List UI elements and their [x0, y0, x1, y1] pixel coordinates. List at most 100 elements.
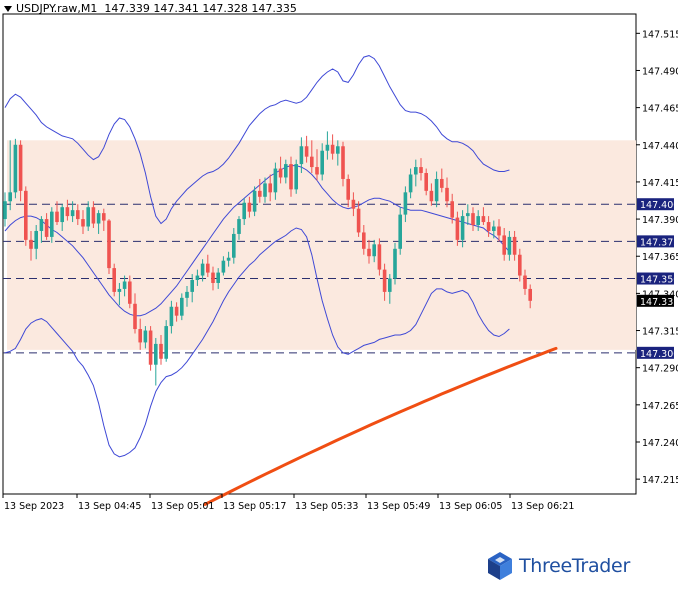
time-tick-label: 13 Sep 04:45	[78, 501, 141, 512]
level-price-tag	[637, 198, 674, 211]
price-tick-label: 147.515	[642, 29, 678, 40]
candle-body	[304, 146, 309, 157]
candle-body	[367, 248, 371, 257]
candle-body	[512, 236, 517, 255]
time-tick-label: 13 Sep 05:01	[151, 501, 214, 512]
candle-body	[18, 144, 23, 191]
candle-body	[180, 297, 184, 316]
level-price-tag-label: 147.375	[640, 237, 678, 248]
candle-body	[128, 281, 132, 304]
candle-body	[284, 164, 288, 178]
candle-body	[174, 306, 179, 316]
candle-body	[362, 232, 366, 249]
candle-body	[102, 213, 106, 221]
candle-body	[393, 248, 397, 279]
price-tick-label: 147.390	[642, 215, 678, 226]
price-tick-label: 147.415	[642, 178, 678, 189]
level-price-tag-label: 147.300	[640, 349, 678, 360]
candle-body	[138, 329, 142, 343]
bollinger-middle-line	[4, 165, 510, 317]
candle-body	[299, 146, 304, 165]
candle-body	[278, 168, 283, 178]
candle-body	[403, 192, 408, 215]
candle-body	[247, 202, 252, 212]
candle-body	[86, 207, 90, 227]
level-price-tag	[637, 346, 674, 359]
candle-body	[372, 244, 376, 257]
candle-body	[96, 213, 101, 224]
price-tick-label: 147.215	[642, 475, 678, 486]
candle-body	[200, 263, 205, 276]
candle-body	[13, 144, 18, 193]
price-tick-label: 147.490	[642, 66, 678, 77]
candle-body	[315, 167, 319, 175]
candle-body	[226, 257, 231, 261]
candle-body	[356, 208, 361, 233]
candle-body	[528, 288, 532, 301]
candle-body	[325, 144, 330, 151]
candle-body	[424, 173, 428, 191]
dropdown-triangle-icon[interactable]	[4, 6, 12, 12]
candle-body	[414, 167, 418, 175]
candle-body	[216, 272, 220, 283]
candle-body	[419, 167, 423, 174]
candle-body	[232, 233, 236, 258]
candle-body	[133, 303, 137, 330]
candle-body	[294, 164, 298, 190]
price-tick-label: 147.315	[642, 327, 678, 338]
candle-body	[336, 146, 340, 154]
candle-body	[429, 190, 434, 202]
candle-body	[471, 213, 475, 226]
candle-body	[237, 219, 241, 234]
candle-body	[486, 222, 491, 231]
candle-body	[346, 178, 350, 200]
candle-body	[154, 343, 158, 365]
candle-body	[523, 275, 527, 289]
candle-body	[195, 275, 200, 281]
candle-body	[492, 226, 496, 231]
time-tick-label: 13 Sep 06:21	[511, 501, 574, 512]
price-tick-label: 147.290	[642, 364, 678, 375]
candle-body	[450, 201, 454, 218]
time-tick-label: 13 Sep 06:05	[439, 501, 502, 512]
candle-body	[3, 201, 7, 220]
candle-body	[91, 207, 96, 224]
price-tick-label: 147.440	[642, 141, 678, 152]
candle-body	[122, 281, 127, 289]
candle-body	[310, 156, 314, 168]
candle-body	[112, 268, 116, 292]
candle-body	[502, 235, 506, 255]
candle-body	[408, 174, 413, 193]
moving-average-line	[203, 346, 558, 506]
time-tick-label: 13 Sep 05:33	[295, 501, 358, 512]
level-price-tag-label: 147.400	[640, 200, 678, 211]
candle-body	[398, 214, 402, 249]
candle-body	[388, 278, 392, 292]
candle-body	[320, 150, 324, 175]
candle-body	[330, 144, 335, 154]
candle-body	[44, 219, 49, 237]
candle-body	[221, 260, 226, 273]
candle-body	[143, 330, 148, 343]
candle-body	[382, 269, 387, 292]
candle-body	[445, 187, 449, 202]
level-price-tag-label: 147.350	[640, 275, 678, 286]
price-tick-label: 147.240	[642, 438, 678, 449]
candle-body	[50, 211, 54, 237]
candle-body	[518, 254, 522, 276]
candle-body	[377, 244, 382, 270]
candle-body	[497, 226, 501, 236]
candle-body	[481, 216, 486, 223]
candle-body	[206, 263, 210, 273]
candle-body	[211, 272, 215, 283]
candle-body	[34, 230, 38, 249]
price-tick-label: 147.465	[642, 104, 678, 115]
candle-body	[148, 330, 153, 365]
candle-body	[242, 202, 246, 220]
candle-body	[507, 236, 512, 255]
time-tick-label: 13 Sep 05:17	[223, 501, 286, 512]
candle-body	[273, 168, 278, 193]
candle-body	[29, 239, 33, 249]
candle-body	[252, 190, 257, 212]
